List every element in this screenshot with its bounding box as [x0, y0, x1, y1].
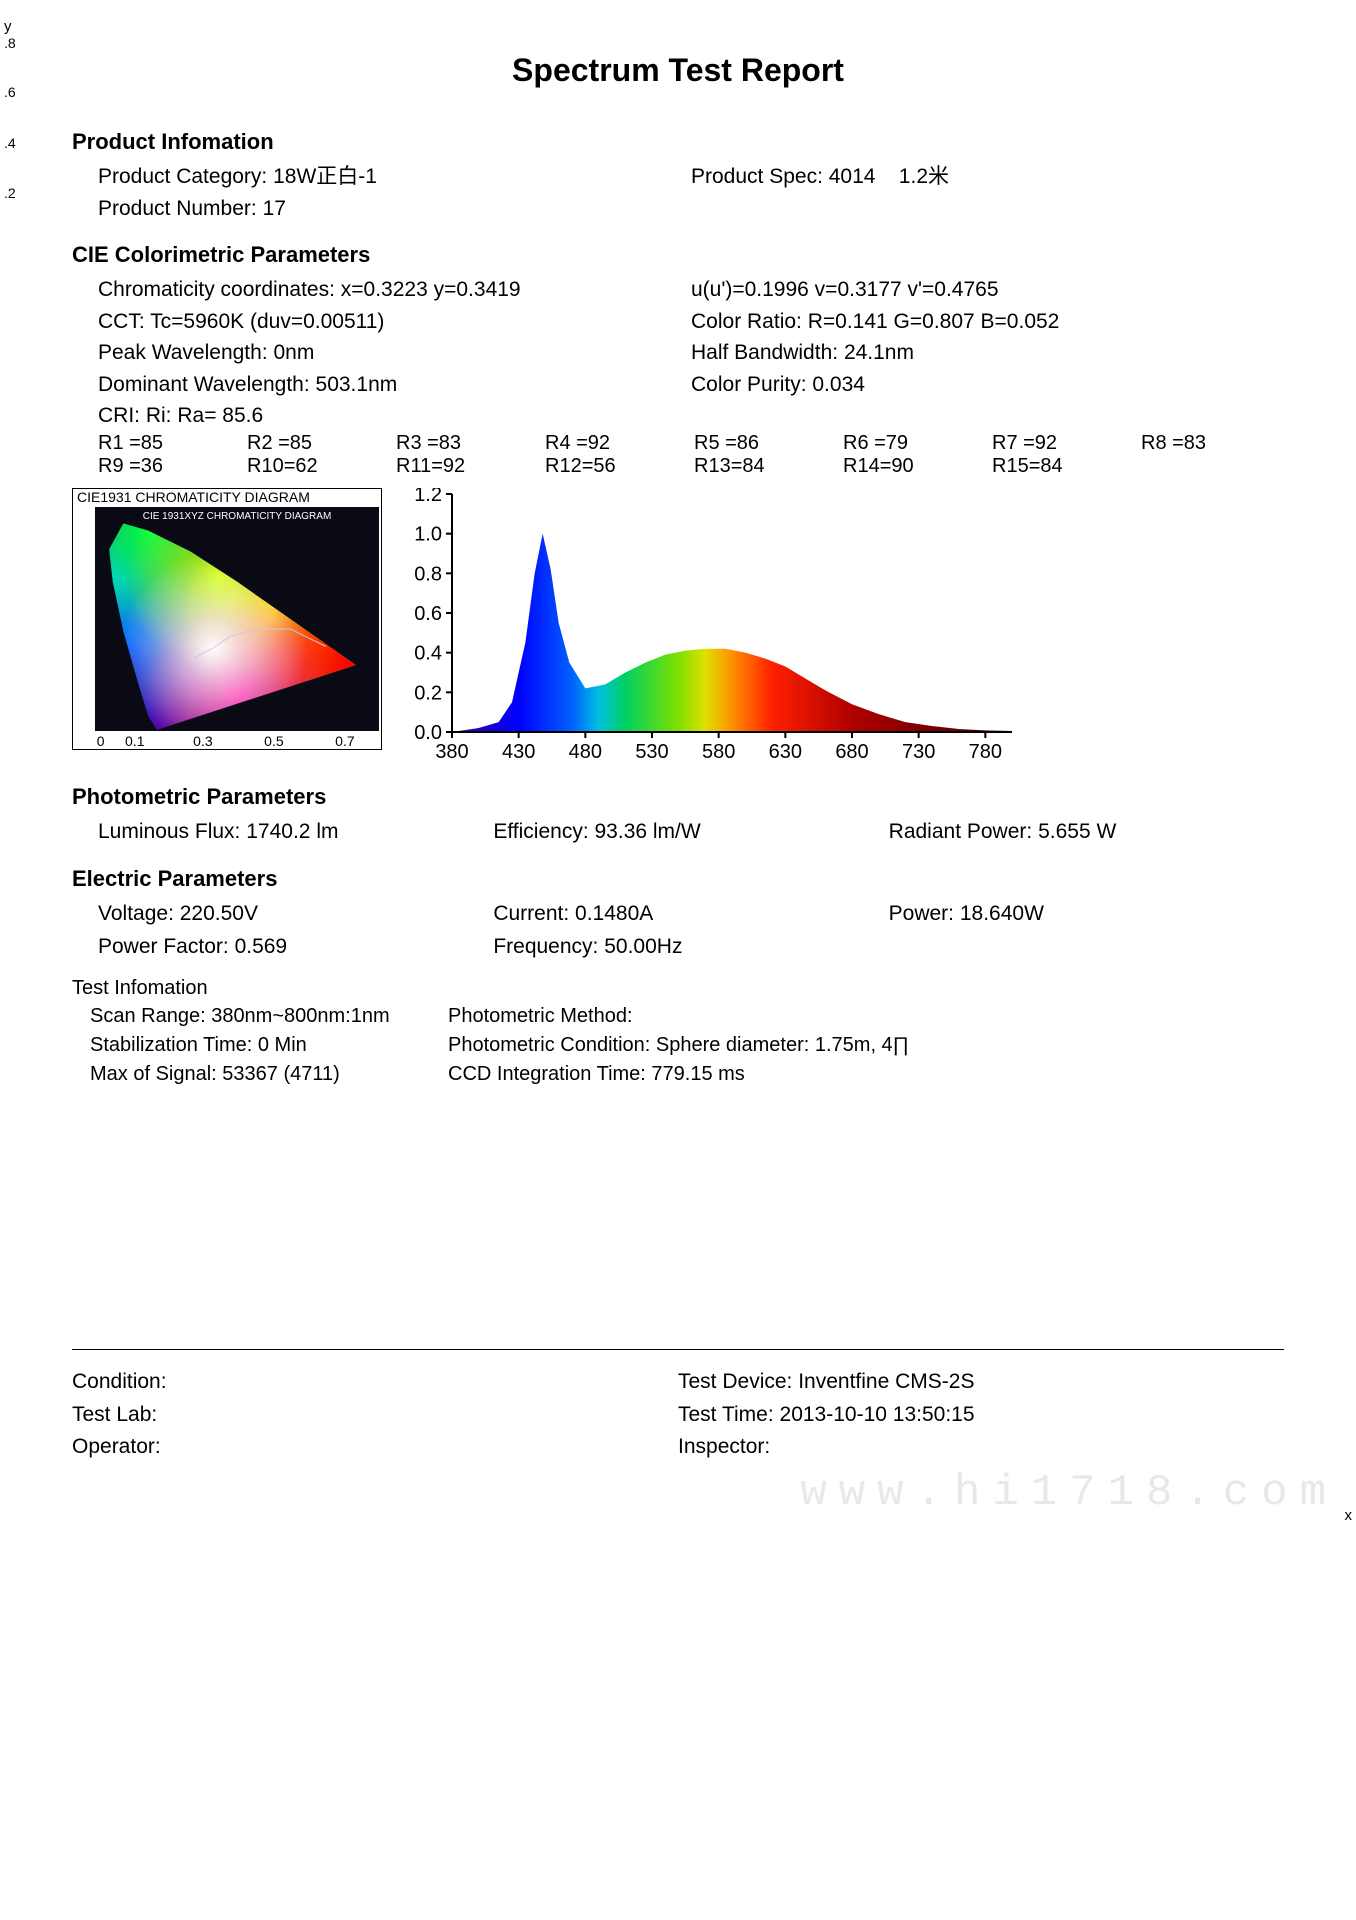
section-cie: CIE Colorimetric Parameters [72, 242, 1284, 268]
svg-text:680: 680 [835, 741, 868, 763]
svg-text:0.6: 0.6 [414, 603, 442, 625]
cri-value: R15=84 [992, 455, 1135, 478]
spectrum-chart: 0.00.20.40.60.81.01.23804304805305806306… [400, 488, 1020, 766]
svg-text:CIE 1931XYZ CHROMATICITY DIAGR: CIE 1931XYZ CHROMATICITY DIAGRAM [143, 511, 332, 522]
report-page: Spectrum Test Report Product Infomation … [0, 0, 1356, 1524]
svg-text:1.2: 1.2 [414, 488, 442, 506]
test-info: Test Infomation Scan Range: 380nm~800nm:… [72, 977, 1284, 1089]
section-photometric: Photometric Parameters [72, 784, 1284, 810]
footer-separator [72, 1349, 1284, 1350]
cri-value: R3 =83 [396, 432, 539, 455]
svg-text:580: 580 [702, 741, 735, 763]
cri-value: R12=56 [545, 455, 688, 478]
section-product: Product Infomation [72, 129, 1284, 155]
cri-value: R5 =86 [694, 432, 837, 455]
product-spec-line: Product Spec: 4014 1.2米 [691, 161, 1284, 193]
section-electric: Electric Parameters [72, 866, 1284, 892]
cri-value [1141, 455, 1284, 478]
cri-value: R1 =85 [98, 432, 241, 455]
svg-text:380: 380 [435, 741, 468, 763]
cie-diagram: CIE1931 CHROMATICITY DIAGRAM CIE 1931XYZ … [72, 488, 382, 750]
page-title: Spectrum Test Report [72, 52, 1284, 89]
svg-text:0.2: 0.2 [414, 682, 442, 704]
cri-value: R13=84 [694, 455, 837, 478]
cri-value: R14=90 [843, 455, 986, 478]
svg-text:630: 630 [769, 741, 802, 763]
cie-diagram-title: CIE1931 CHROMATICITY DIAGRAM [73, 489, 381, 507]
report-footer: Condition: Test Lab: Operator: Test Devi… [72, 1366, 1284, 1464]
svg-text:530: 530 [635, 741, 668, 763]
svg-text:780: 780 [969, 741, 1002, 763]
cri-grid: R1 =85 R2 =85 R3 =83 R4 =92 R5 =86 R6 =79 R7 =… [72, 432, 1284, 478]
cri-value: R6 =79 [843, 432, 986, 455]
cri-value: R9 =36 [98, 455, 241, 478]
cri-value: R4 =92 [545, 432, 688, 455]
cri-value: R2 =85 [247, 432, 390, 455]
svg-text:730: 730 [902, 741, 935, 763]
svg-text:430: 430 [502, 741, 535, 763]
cri-value: R11=92 [396, 455, 539, 478]
cri-value: R8 =83 [1141, 432, 1284, 455]
product-number-line: Product Number: 17 [72, 193, 1284, 225]
cri-value: R10=62 [247, 455, 390, 478]
svg-text:0.4: 0.4 [414, 642, 442, 664]
svg-text:1.0: 1.0 [414, 523, 442, 545]
cri-value: R7 =92 [992, 432, 1135, 455]
svg-text:0.8: 0.8 [414, 563, 442, 585]
product-category-line: Product Category: 18W正白-1 [98, 161, 691, 193]
svg-text:480: 480 [569, 741, 602, 763]
watermark-url: www.hi1718.com [800, 1468, 1338, 1518]
